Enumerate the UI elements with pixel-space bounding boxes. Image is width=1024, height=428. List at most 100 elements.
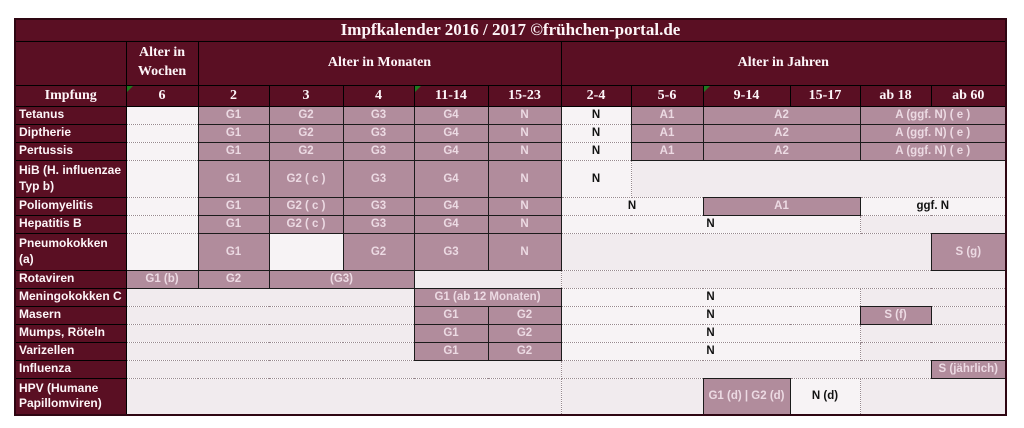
table-cell: G1 (ab 12 Monaten): [413, 287, 562, 307]
table-cell: G2 ( c ): [268, 159, 344, 198]
table-cell: G2: [487, 323, 562, 343]
table-cell: G1: [413, 323, 489, 343]
column-header-15-23: 15-23: [487, 84, 562, 107]
table-row-influenza: Influenza S (jährlich): [14, 359, 1007, 379]
header-group-row: Alter in Wochen Alter in Monaten Alter in …: [14, 40, 1007, 86]
table-cell: [560, 359, 932, 379]
row-label: Pneumokokken (a): [14, 232, 127, 271]
table-cell: N: [487, 141, 562, 161]
row-label: Diptherie: [14, 123, 127, 143]
column-header-label: 6: [158, 87, 166, 103]
row-label: Rotaviren: [14, 269, 127, 289]
table-cell: N: [560, 141, 632, 161]
row-label: Poliomyelitis: [14, 196, 127, 216]
header-group-alter-in-wochen: Alter in Wochen: [125, 40, 199, 86]
table-cell: G4: [413, 214, 489, 234]
table-cell: N: [487, 105, 562, 125]
column-header-label: ab 60: [952, 87, 985, 103]
table-cell: N: [487, 123, 562, 143]
table-cell: A1: [630, 141, 704, 161]
row-label: HiB (H. influenzae Typ b): [14, 159, 127, 198]
table-cell: A (ggf. N) ( e ): [859, 123, 1007, 143]
table-cell: [125, 123, 199, 143]
table-cell: [125, 196, 199, 216]
table-cell: [859, 323, 1007, 343]
table-cell: [125, 305, 415, 325]
table-row-rotaviren: Rotaviren G1 (b) G2 (G3): [14, 269, 1007, 289]
table-cell: [125, 377, 562, 416]
table-cell: S (jährlich): [930, 359, 1007, 379]
table-row-hpv-humane-papillomviren: HPV (Humane Papillomviren) G1 (d) | G2 (d…: [14, 377, 1007, 416]
table-row-pertussis: Pertussis G1 G2 G3 G4 N N A1 A2 A (ggf. N) ( e ): [14, 141, 1007, 161]
title-row: Impfkalender 2016 / 2017 ©frühchen-porta…: [14, 18, 1007, 42]
table-cell: G2: [268, 123, 344, 143]
table-cell: G4: [413, 105, 489, 125]
table-cell: G2: [342, 232, 415, 271]
row-label: HPV (Humane Papillomviren): [14, 377, 127, 416]
row-label: Influenza: [14, 359, 127, 379]
table-cell: G3: [342, 196, 415, 216]
table-cell: [125, 214, 199, 234]
table-cell: A2: [702, 141, 861, 161]
table-cell: G4: [413, 141, 489, 161]
row-label: Mumps, Röteln: [14, 323, 127, 343]
table-cell: [125, 287, 415, 307]
comment-marker-icon: [127, 86, 133, 92]
table-row-poliomyelitis: Poliomyelitis G1 G2 ( c ) G3 G4 N N A1 ggf. N: [14, 196, 1007, 216]
column-header-9-14: 9-14: [702, 84, 791, 107]
table-cell: G4: [413, 196, 489, 216]
column-header-11-14: 11-14: [413, 84, 489, 107]
table-cell: G3: [342, 123, 415, 143]
column-header-label: Impfung: [44, 87, 97, 103]
corner-cell: [14, 40, 127, 86]
table-cell: A (ggf. N) ( e ): [859, 105, 1007, 125]
table-cell: A2: [702, 123, 861, 143]
table-cell: N: [560, 105, 632, 125]
table-cell: [125, 359, 562, 379]
row-label: Hepatitis B: [14, 214, 127, 234]
column-header-label: 9-14: [733, 87, 760, 103]
table-cell: S (f): [859, 305, 932, 325]
column-header-label: 5-6: [657, 87, 677, 103]
column-header-5-6: 5-6: [630, 84, 704, 107]
column-header-6: 6: [125, 84, 199, 107]
table-cell: [125, 232, 199, 271]
table-cell: G1 (d) | G2 (d): [702, 377, 791, 416]
table-row-varizellen: Varizellen G1 G2 N: [14, 341, 1007, 361]
table-cell: [859, 341, 1007, 361]
comment-marker-icon: [704, 86, 710, 92]
column-header-15-17: 15-17: [789, 84, 861, 107]
table-cell: G2: [268, 105, 344, 125]
table-cell: [125, 159, 199, 198]
impfkalender-table: Impfkalender 2016 / 2017 ©frühchen-porta…: [14, 18, 1007, 416]
table-cell: [859, 377, 1007, 416]
table-cell: [125, 105, 199, 125]
column-header-label: 11-14: [435, 87, 467, 103]
table-cell: A1: [630, 123, 704, 143]
table-cell: [859, 214, 1007, 234]
table-cell: A1: [702, 196, 861, 216]
table-cell: [125, 341, 415, 361]
table-cell: G2 ( c ): [268, 214, 344, 234]
table-cell: G1: [197, 232, 270, 271]
table-row-meningokokken-c: Meningokokken C G1 (ab 12 Monaten) N: [14, 287, 1007, 307]
table-cell: N (d): [789, 377, 861, 416]
column-header-4: 4: [342, 84, 415, 107]
column-header-label: 15-17: [808, 87, 842, 103]
table-row-hepatitis-b: Hepatitis B G1 G2 ( c ) G3 G4 N N: [14, 214, 1007, 234]
table-cell: [125, 323, 415, 343]
column-header-3: 3: [268, 84, 344, 107]
row-label: Meningokokken C: [14, 287, 127, 307]
table-cell: [560, 377, 704, 416]
table-cell: ggf. N: [859, 196, 1007, 216]
table-cell: [560, 269, 1007, 289]
column-header-2: 2: [197, 84, 270, 107]
table-cell: N: [560, 305, 861, 325]
table-cell: [630, 159, 1007, 198]
table-cell: [125, 141, 199, 161]
table-cell: G2: [268, 141, 344, 161]
row-label: Masern: [14, 305, 127, 325]
table-cell: [930, 305, 1007, 325]
table-cell: G3: [342, 105, 415, 125]
